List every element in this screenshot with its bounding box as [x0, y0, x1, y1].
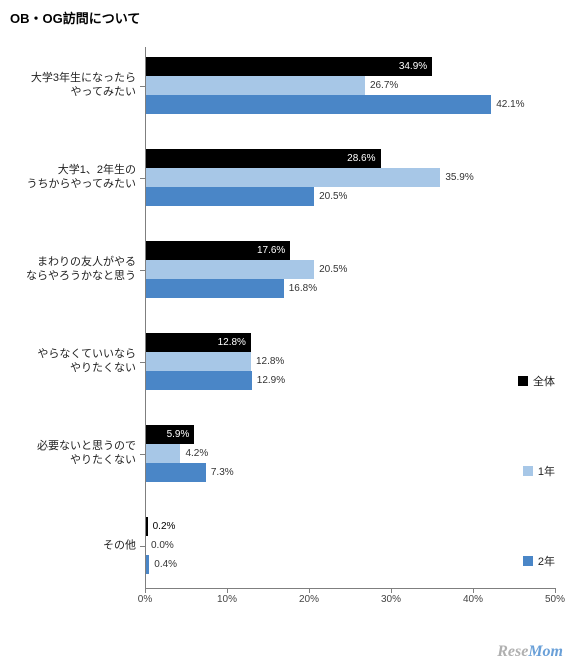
- x-tick: [227, 588, 228, 593]
- x-tick-label: 30%: [381, 594, 401, 605]
- category-label: 大学3年生になったらやってみたい: [6, 71, 136, 101]
- bar: [146, 352, 251, 371]
- legend-label: 2年: [538, 556, 555, 568]
- bar: [146, 168, 440, 187]
- x-tick: [391, 588, 392, 593]
- bar-value-label: 7.3%: [211, 463, 234, 482]
- x-tick: [555, 588, 556, 593]
- x-tick-label: 0%: [138, 594, 152, 605]
- bar: [146, 76, 365, 95]
- bar: [146, 260, 314, 279]
- bar-value-label: 20.5%: [319, 187, 347, 206]
- bar: [146, 555, 149, 574]
- bar: [146, 463, 206, 482]
- bar-value-label: 26.7%: [370, 76, 398, 95]
- x-axis: [145, 588, 555, 589]
- x-tick: [473, 588, 474, 593]
- bar-value-label: 12.8%: [256, 352, 284, 371]
- category-label: 大学1、2年生のうちからやってみたい: [6, 163, 136, 193]
- bar: [146, 57, 432, 76]
- y-tick: [140, 178, 145, 179]
- category-label: その他: [6, 538, 136, 553]
- y-tick: [140, 86, 145, 87]
- legend-label: 全体: [533, 376, 555, 388]
- bar-value-label: 28.6%: [347, 149, 375, 168]
- y-tick: [140, 546, 145, 547]
- legend-item: 1年: [523, 463, 555, 479]
- bar-value-label: 4.2%: [185, 444, 208, 463]
- x-tick: [145, 588, 146, 593]
- bar: [146, 149, 381, 168]
- x-tick-label: 10%: [217, 594, 237, 605]
- bar: [146, 279, 284, 298]
- x-tick-label: 50%: [545, 594, 565, 605]
- bar-value-label: 12.8%: [218, 333, 246, 352]
- watermark-part1: Rese: [497, 643, 528, 660]
- legend-item: 全体: [518, 373, 555, 389]
- y-tick: [140, 270, 145, 271]
- legend-swatch: [523, 466, 533, 476]
- bar: [146, 187, 314, 206]
- watermark-part2: Mom: [528, 643, 563, 660]
- category-label: やらなくていいならやりたくない: [6, 347, 136, 377]
- y-axis: [145, 47, 146, 588]
- bar-value-label: 20.5%: [319, 260, 347, 279]
- legend-label: 1年: [538, 466, 555, 478]
- legend-swatch: [523, 556, 533, 566]
- x-tick-label: 20%: [299, 594, 319, 605]
- y-tick: [140, 362, 145, 363]
- legend-swatch: [518, 376, 528, 386]
- bar-value-label: 5.9%: [167, 425, 190, 444]
- bar-value-label: 0.4%: [154, 555, 177, 574]
- chart-plot-area: 0% 10% 20% 30% 40% 50% 大学3年生になったらやってみたい 34.9%26…: [0, 35, 573, 655]
- legend-item: 2年: [523, 553, 555, 569]
- bar-value-label: 12.9%: [257, 371, 285, 390]
- category-label: まわりの友人がやるならやろうかなと思う: [6, 255, 136, 285]
- watermark: ReseMom: [497, 643, 563, 661]
- bar: [146, 95, 491, 114]
- bar-value-label: 35.9%: [445, 168, 473, 187]
- chart-title: OB・OG訪問について: [10, 8, 140, 27]
- category-label: 必要ないと思うのでやりたくない: [6, 439, 136, 469]
- bar-value-label: 42.1%: [496, 95, 524, 114]
- bar-value-label: 17.6%: [257, 241, 285, 260]
- x-tick-label: 40%: [463, 594, 483, 605]
- bar: [146, 517, 148, 536]
- x-tick: [309, 588, 310, 593]
- bar-value-label: 34.9%: [399, 57, 427, 76]
- bar-value-label: 16.8%: [289, 279, 317, 298]
- y-tick: [140, 454, 145, 455]
- bar-value-label: 0.0%: [151, 536, 174, 555]
- bar-value-label: 0.2%: [153, 517, 176, 536]
- bar: [146, 371, 252, 390]
- bar: [146, 444, 180, 463]
